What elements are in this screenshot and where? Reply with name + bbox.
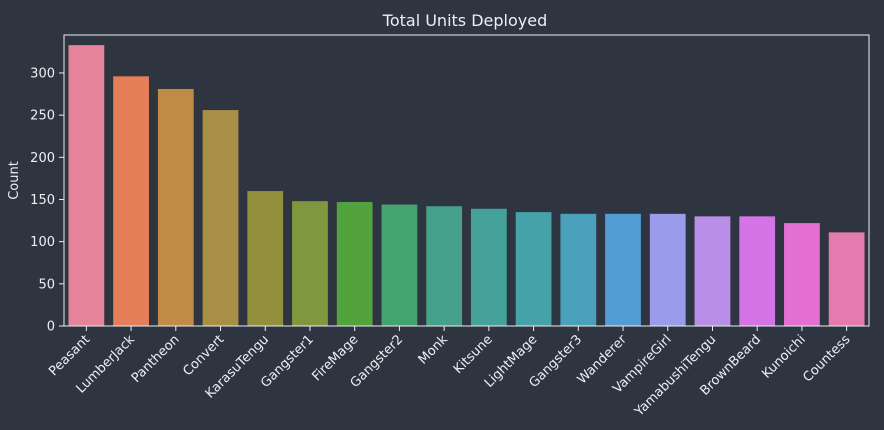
bar-kunoichi	[784, 223, 820, 326]
bar-vampiregirl	[649, 213, 686, 326]
bar-karasutengu	[247, 191, 284, 326]
bar-convert	[202, 110, 239, 326]
bar-countess	[828, 232, 865, 326]
bar-gangster2	[381, 204, 418, 326]
x-tick-label: YamabushiTengu	[631, 332, 719, 420]
bar-lumberjack	[113, 76, 149, 326]
plot-frame	[63, 34, 870, 327]
x-tick-label: Countess	[800, 332, 853, 385]
y-tick-label: 200	[30, 151, 55, 166]
y-axis-label: Count	[7, 161, 22, 200]
bar-kitsune	[470, 208, 507, 326]
bar-gangster1	[292, 201, 328, 326]
y-tick-label: 50	[38, 277, 55, 292]
y-tick-label: 300	[30, 66, 55, 81]
y-tick-label: 250	[30, 109, 55, 124]
x-tick-label: Pantheon	[129, 332, 183, 386]
y-tick-label: 0	[47, 320, 55, 335]
y-tick-label: 150	[30, 193, 55, 208]
bar-lightmage	[515, 212, 552, 326]
bar-pantheon	[157, 88, 194, 326]
bar-yamabushitengu	[694, 216, 731, 326]
x-tick-label: Kitsune	[451, 332, 496, 377]
bar-firemage	[336, 202, 373, 326]
bar-monk	[426, 206, 463, 326]
bars-group	[68, 45, 865, 327]
bar-gangster3	[560, 213, 597, 326]
x-tick-label: Monk	[416, 332, 452, 368]
bar-wanderer	[605, 213, 641, 326]
y-axis: 0 50 100 150 200 250 300	[30, 66, 64, 335]
chart-title: Total Units Deployed	[382, 11, 547, 30]
y-tick-label: 100	[30, 235, 55, 250]
x-axis: PeasantLumberJackPantheonConvertKarasuTe…	[46, 326, 854, 420]
bar-peasant	[68, 45, 105, 327]
bar-brownbeard	[739, 216, 776, 326]
